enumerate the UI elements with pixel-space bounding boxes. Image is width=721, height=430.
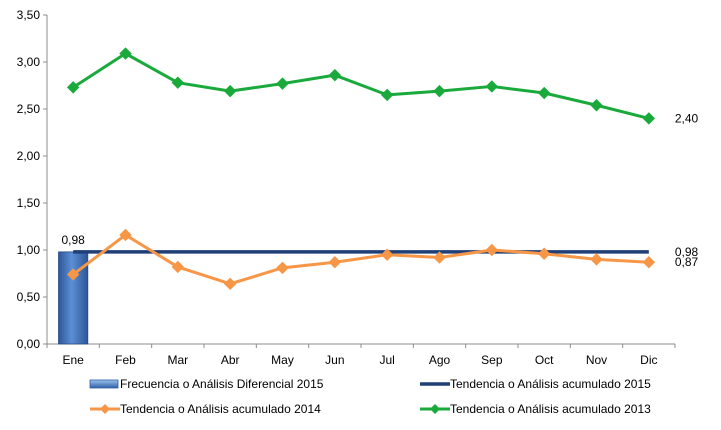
legend-marker bbox=[430, 404, 440, 414]
y-tick-label: 1,50 bbox=[17, 196, 41, 210]
y-tick-label: 0,00 bbox=[17, 337, 41, 351]
legend-label: Tendencia o Análisis acumulado 2015 bbox=[450, 377, 651, 391]
data-label: 2,40 bbox=[675, 111, 699, 125]
y-tick-label: 0,50 bbox=[17, 290, 41, 304]
legend-label: Tendencia o Análisis acumulado 2014 bbox=[120, 402, 321, 416]
x-tick-label: Mar bbox=[167, 353, 188, 367]
plot-area bbox=[58, 47, 656, 345]
y-tick-label: 3,00 bbox=[17, 55, 41, 69]
point bbox=[590, 99, 603, 112]
point bbox=[66, 81, 80, 94]
legend-label: Frecuencia o Análisis Diferencial 2015 bbox=[120, 377, 324, 391]
x-tick-label: Nov bbox=[586, 353, 607, 367]
y-tick-label: 1,00 bbox=[17, 243, 41, 257]
point bbox=[171, 76, 185, 89]
series-line bbox=[72, 233, 649, 286]
point bbox=[223, 84, 237, 98]
point bbox=[485, 243, 499, 257]
x-tick-label: Oct bbox=[535, 353, 554, 367]
x-axis: Ene Feb Mar Abr May Jun Jul Ago Sep Oct Nov Dic bbox=[46, 343, 676, 367]
point bbox=[590, 253, 603, 266]
point bbox=[119, 228, 132, 242]
point bbox=[642, 112, 656, 125]
point bbox=[485, 80, 499, 93]
data-label: 0,98 bbox=[61, 233, 85, 247]
x-tick-label: Jun bbox=[325, 353, 344, 367]
point bbox=[276, 261, 289, 275]
point bbox=[223, 277, 237, 291]
point bbox=[537, 247, 551, 260]
x-tick-label: Feb bbox=[115, 353, 136, 367]
x-tick-label: May bbox=[271, 353, 294, 367]
y-tick-label: 3,50 bbox=[17, 8, 41, 22]
y-axis: 0,00 0,50 1,00 1,50 2,00 2,50 3,00 3,50 bbox=[17, 8, 48, 351]
x-tick-label: Jul bbox=[379, 353, 394, 367]
point bbox=[642, 256, 656, 269]
point bbox=[433, 84, 446, 98]
data-label: 0,87 bbox=[675, 255, 699, 269]
point bbox=[328, 256, 342, 269]
x-tick-label: Sep bbox=[481, 353, 503, 367]
legend: Frecuencia o Análisis Diferencial 2015 Te… bbox=[89, 377, 651, 416]
point bbox=[119, 47, 132, 60]
x-tick-label: Abr bbox=[221, 353, 240, 367]
data-labels: 0,980,980,872,40 bbox=[61, 111, 698, 269]
point bbox=[433, 251, 446, 264]
point bbox=[537, 86, 551, 100]
x-tick-label: Ago bbox=[429, 353, 451, 367]
legend-marker bbox=[100, 404, 110, 414]
legend-swatch bbox=[89, 379, 119, 389]
point bbox=[380, 88, 394, 102]
point bbox=[66, 268, 80, 281]
point bbox=[380, 248, 394, 261]
point bbox=[171, 260, 185, 274]
point bbox=[276, 77, 289, 90]
x-tick-label: Ene bbox=[62, 353, 84, 367]
legend-label: Tendencia o Análisis acumulado 2013 bbox=[450, 402, 651, 416]
data-label: 0,98 bbox=[675, 245, 699, 259]
y-tick-label: 2,00 bbox=[17, 149, 41, 163]
x-tick-label: Dic bbox=[640, 353, 657, 367]
series-line bbox=[72, 52, 650, 120]
point bbox=[328, 68, 342, 82]
y-tick-label: 2,50 bbox=[17, 102, 41, 116]
